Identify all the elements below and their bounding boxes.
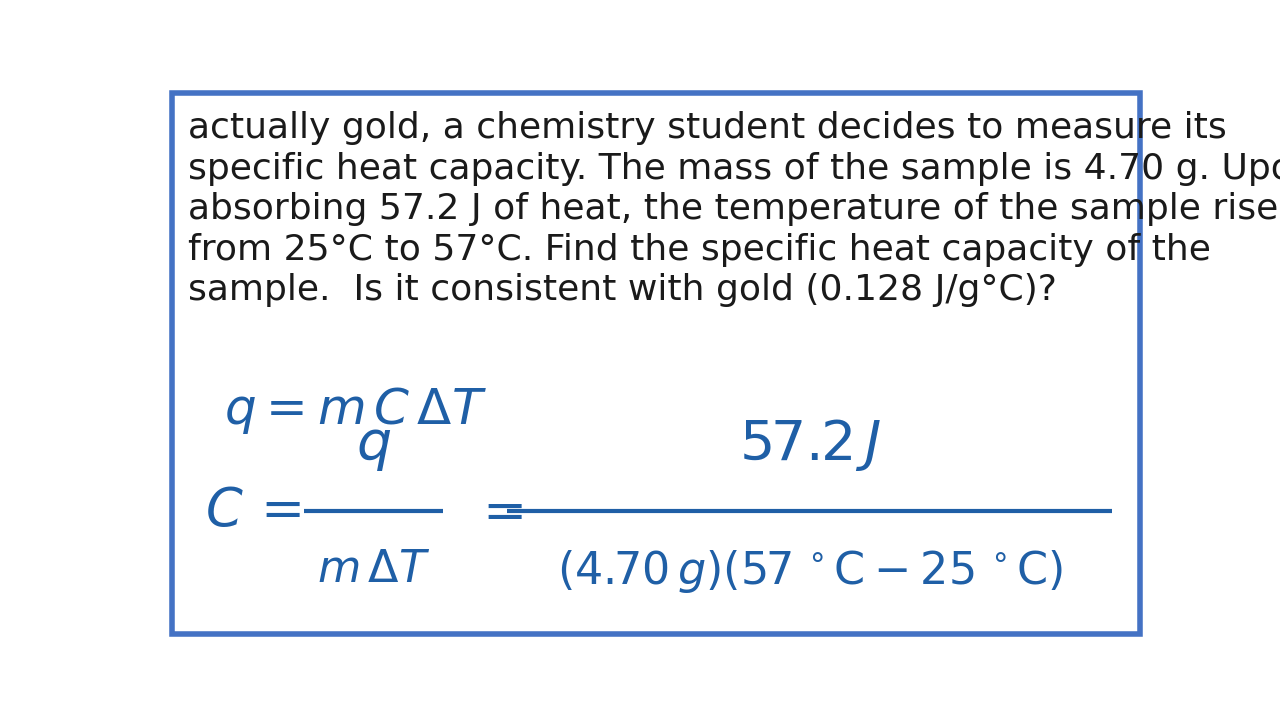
Text: $\mathit{m}\,\mathit{\Delta T}$: $\mathit{m}\,\mathit{\Delta T}$ <box>316 548 430 591</box>
Text: $57.2\,\mathit{J}$: $57.2\,\mathit{J}$ <box>739 417 881 473</box>
Text: $\mathit{q}$: $\mathit{q}$ <box>356 419 390 473</box>
Text: specific heat capacity. The mass of the sample is 4.70 g. Upon: specific heat capacity. The mass of the … <box>188 152 1280 186</box>
Text: $\mathit{q} = \mathit{m}\,\mathit{C}\,\mathit{\Delta T}$: $\mathit{q} = \mathit{m}\,\mathit{C}\,\m… <box>224 385 488 436</box>
Text: $(4.70\,\mathit{g})(57\,{^\circ}\mathrm{C} - 25\,{^\circ}\mathrm{C})$: $(4.70\,\mathit{g})(57\,{^\circ}\mathrm{… <box>557 548 1062 595</box>
Text: $=$: $=$ <box>472 485 524 536</box>
Text: from 25°C to 57°C. Find the specific heat capacity of the: from 25°C to 57°C. Find the specific hea… <box>188 233 1211 267</box>
Text: absorbing 57.2 J of heat, the temperature of the sample rises: absorbing 57.2 J of heat, the temperatur… <box>188 192 1280 226</box>
Text: $\mathit{C}\,{=}$: $\mathit{C}\,{=}$ <box>205 485 301 536</box>
Text: actually gold, a chemistry student decides to measure its: actually gold, a chemistry student decid… <box>188 112 1226 145</box>
Text: sample.  Is it consistent with gold (0.128 J/g°C)?: sample. Is it consistent with gold (0.12… <box>188 273 1057 307</box>
